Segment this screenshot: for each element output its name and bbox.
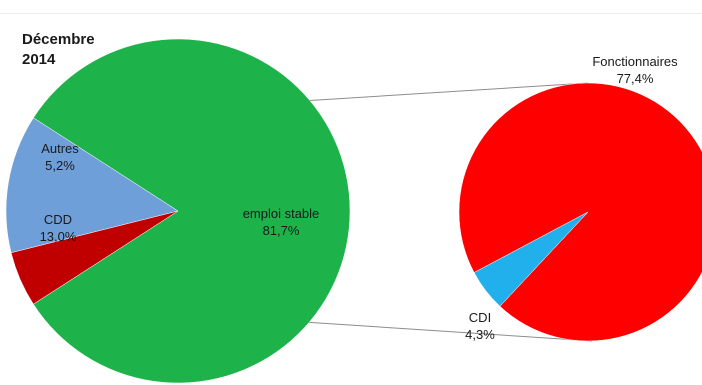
data-label-autres: Autres 5,2%	[30, 140, 90, 174]
data-label-fonctionnaires: Fonctionnaires 77,4%	[570, 53, 700, 87]
slice-label-value: 81,7%	[262, 223, 300, 238]
data-label-emploi-stable: emploi stable 81,7%	[226, 205, 336, 239]
pie-slice-cdd	[5, 117, 179, 254]
slice-label-value: 13,0%	[39, 229, 77, 244]
slice-label-name: CDI	[468, 310, 492, 325]
pie-slice-fonctionnaires	[458, 82, 702, 342]
slice-label-name: CDD	[43, 212, 73, 227]
chart-title: Décembre 2014	[22, 30, 142, 70]
slice-label-value: 77,4%	[616, 71, 654, 86]
slice-label-name: emploi stable	[242, 206, 320, 221]
chart-title-line-1: Décembre	[22, 31, 95, 48]
top-border-line	[0, 13, 702, 14]
data-label-cdd: CDD 13,0%	[28, 211, 88, 245]
pie-slice-cdi	[473, 211, 589, 307]
data-label-cdi: CDI 4,3%	[450, 309, 510, 343]
pie-slice-emploi-stable	[33, 38, 351, 384]
slice-label-value: 4,3%	[465, 327, 495, 342]
pie-slice-autres	[10, 210, 179, 305]
slice-label-name: Autres	[41, 141, 79, 156]
slice-label-value: 5,2%	[45, 158, 75, 173]
chart-title-line-2: 2014	[22, 51, 56, 68]
slice-label-name: Fonctionnaires	[592, 54, 678, 69]
